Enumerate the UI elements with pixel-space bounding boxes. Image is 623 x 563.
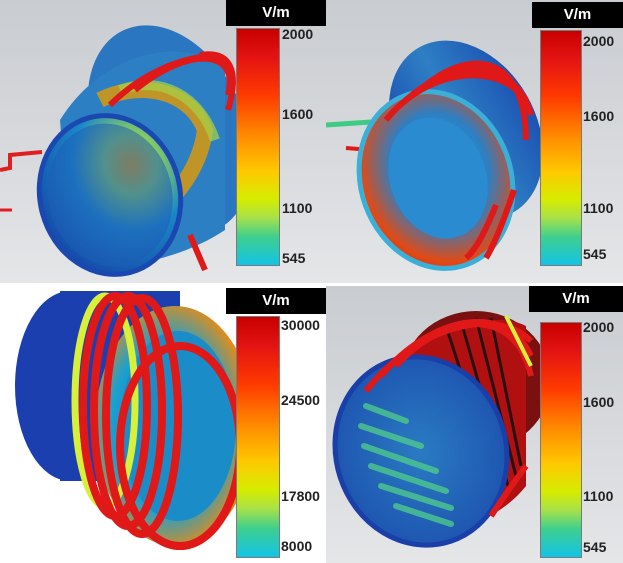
field-panel-2: V/m 2000 1600 1100 545	[326, 0, 623, 283]
tick-3-upper: 24500	[281, 392, 320, 408]
field-panel-1: V/m 2000 1600 1100 545	[0, 0, 326, 283]
tick-4-max: 2000	[583, 319, 615, 335]
field-panel-3: V/m 30000 24500 17800 8000	[0, 286, 326, 563]
tick-3-max: 30000	[281, 317, 320, 333]
colorbar-1	[236, 28, 280, 266]
field-panel-4: V/m 2000 1600 1100 545	[326, 286, 623, 563]
tick-2-max: 2000	[583, 33, 615, 49]
tick-2-upper: 1600	[583, 108, 615, 124]
unit-label-1: V/m	[226, 0, 326, 26]
tick-1-min: 545	[282, 250, 306, 266]
unit-label-2: V/m	[532, 2, 623, 28]
coil-field-render-2	[326, 40, 544, 271]
tick-2-lower: 1100	[583, 200, 614, 216]
tick-3-lower: 17800	[281, 488, 320, 504]
tick-4-upper: 1600	[583, 394, 615, 410]
coil-field-render-3	[15, 291, 255, 550]
coil-field-render-1	[0, 25, 253, 277]
tick-4-lower: 1100	[583, 488, 614, 504]
colorbar-2	[540, 30, 582, 266]
unit-label-4: V/m	[529, 286, 623, 312]
coil-field-render-4	[332, 311, 551, 548]
unit-label-3: V/m	[226, 288, 326, 314]
tick-1-lower: 1100	[282, 200, 313, 216]
colorbar-4	[540, 322, 582, 558]
tick-1-max: 2000	[282, 26, 314, 42]
tick-4-min: 545	[583, 539, 607, 555]
tick-3-min: 8000	[281, 538, 313, 554]
tick-1-upper: 1600	[282, 106, 314, 122]
colorbar-3	[236, 316, 280, 558]
tick-2-min: 545	[583, 246, 607, 262]
